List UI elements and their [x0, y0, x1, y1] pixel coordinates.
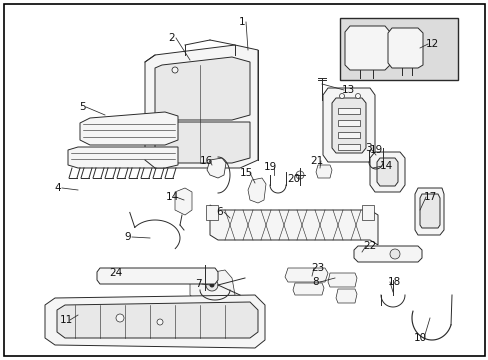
Polygon shape: [145, 45, 258, 168]
Polygon shape: [247, 178, 265, 203]
Polygon shape: [80, 112, 178, 145]
Text: 18: 18: [386, 277, 400, 287]
Text: 14: 14: [165, 192, 178, 202]
Text: 4: 4: [55, 183, 61, 193]
Text: 16: 16: [199, 156, 212, 166]
Polygon shape: [175, 188, 192, 215]
Text: 10: 10: [412, 333, 426, 343]
Circle shape: [157, 319, 163, 325]
Polygon shape: [45, 295, 264, 348]
Polygon shape: [369, 152, 404, 192]
Bar: [339, 18, 457, 80]
Polygon shape: [155, 57, 249, 120]
Circle shape: [172, 67, 178, 73]
Polygon shape: [353, 246, 421, 262]
Polygon shape: [209, 205, 377, 245]
Text: 9: 9: [124, 232, 131, 242]
Polygon shape: [376, 158, 397, 186]
Text: 8: 8: [312, 277, 319, 287]
Polygon shape: [327, 273, 356, 287]
Polygon shape: [337, 108, 359, 114]
Text: 21: 21: [310, 156, 323, 166]
Text: 6: 6: [216, 207, 223, 217]
Text: 3: 3: [364, 143, 370, 153]
Polygon shape: [419, 194, 439, 228]
Text: 19: 19: [368, 145, 382, 155]
Polygon shape: [337, 144, 359, 150]
Text: 2: 2: [168, 33, 175, 43]
Polygon shape: [190, 270, 235, 302]
Text: 17: 17: [423, 192, 436, 202]
Text: 5: 5: [79, 102, 85, 112]
Polygon shape: [331, 98, 365, 153]
Text: 1: 1: [238, 17, 245, 27]
Text: 12: 12: [425, 39, 438, 49]
Polygon shape: [285, 268, 327, 282]
Polygon shape: [68, 147, 178, 168]
Text: 23: 23: [311, 263, 324, 273]
Polygon shape: [292, 283, 324, 295]
Polygon shape: [387, 28, 422, 68]
Text: 24: 24: [109, 268, 122, 278]
Circle shape: [389, 249, 399, 259]
Polygon shape: [345, 26, 389, 70]
Text: 22: 22: [363, 241, 376, 251]
Circle shape: [339, 94, 344, 99]
Polygon shape: [155, 122, 249, 163]
Polygon shape: [57, 302, 258, 338]
Text: 13: 13: [341, 85, 354, 95]
Circle shape: [209, 283, 214, 288]
Text: 15: 15: [239, 168, 252, 178]
Circle shape: [355, 94, 360, 99]
Text: 7: 7: [194, 279, 201, 289]
Text: 19: 19: [263, 162, 276, 172]
Polygon shape: [315, 165, 331, 178]
Polygon shape: [206, 158, 225, 178]
Text: 11: 11: [59, 315, 73, 325]
Text: 14: 14: [379, 161, 392, 171]
Polygon shape: [335, 289, 356, 303]
Polygon shape: [337, 120, 359, 126]
Circle shape: [295, 171, 304, 179]
Polygon shape: [361, 205, 373, 220]
Text: 20: 20: [287, 174, 300, 184]
Polygon shape: [205, 205, 218, 220]
Circle shape: [116, 314, 124, 322]
Polygon shape: [337, 132, 359, 138]
Circle shape: [205, 279, 218, 291]
Polygon shape: [414, 188, 443, 235]
Polygon shape: [323, 88, 374, 162]
Polygon shape: [97, 268, 218, 284]
